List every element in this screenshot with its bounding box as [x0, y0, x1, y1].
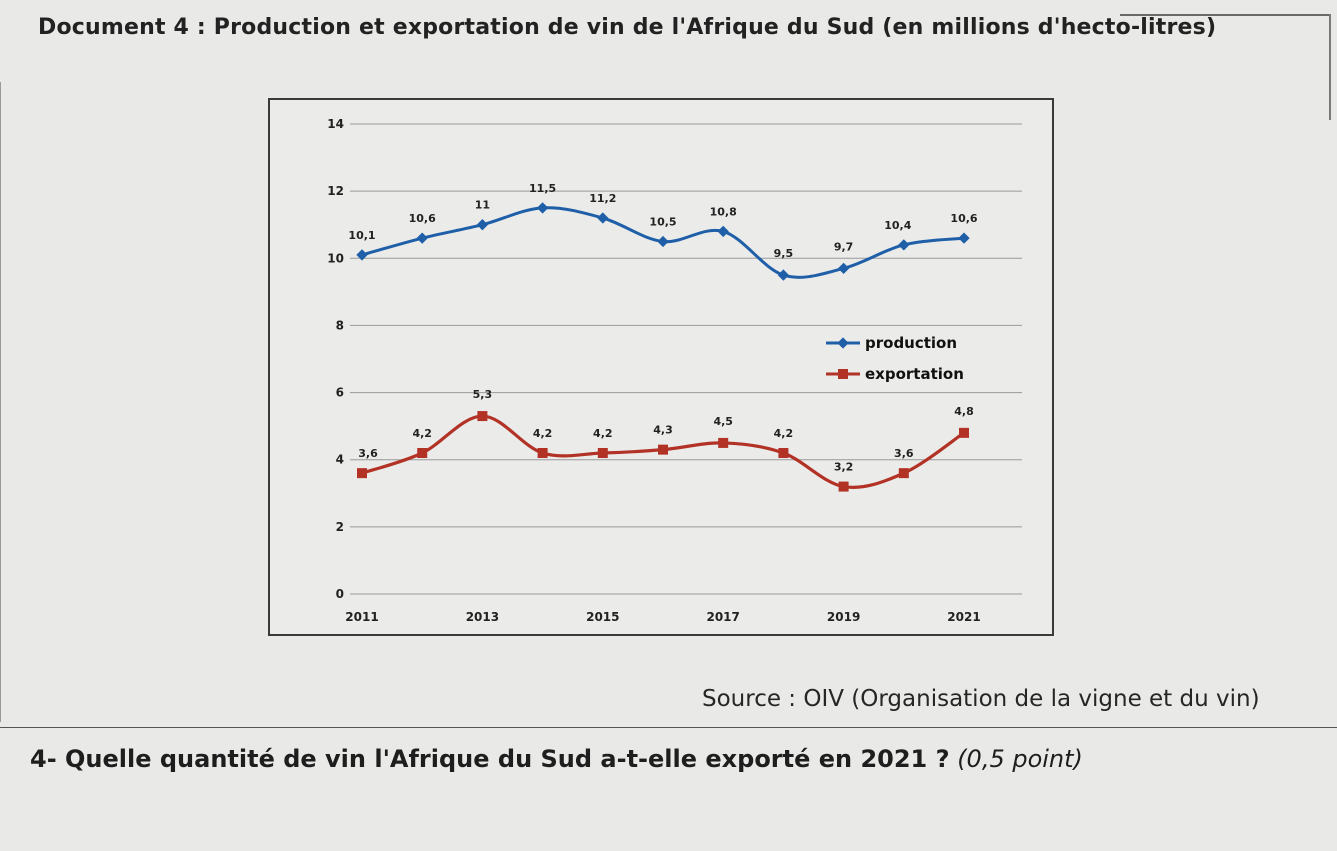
- y-tick-label: 8: [336, 318, 344, 332]
- x-tick-label: 2013: [466, 610, 499, 624]
- series-lines: [356, 202, 970, 492]
- frame-border-left: [0, 82, 1, 722]
- data-point-exportation: [718, 437, 729, 448]
- data-label-production: 9,7: [834, 240, 854, 253]
- data-point-production: [777, 269, 790, 281]
- y-tick-label: 10: [327, 251, 344, 265]
- x-tick-label: 2017: [706, 610, 739, 624]
- data-point-production: [356, 249, 368, 261]
- data-point-production: [837, 262, 850, 275]
- y-tick-label: 4: [336, 453, 344, 467]
- legend-marker-exportation: [838, 369, 848, 379]
- data-point-exportation: [417, 448, 428, 458]
- y-tick-label: 14: [327, 117, 344, 131]
- data-label-exportation: 4,2: [593, 427, 613, 440]
- data-point-exportation: [477, 411, 488, 422]
- data-label-production: 10,1: [348, 229, 375, 242]
- data-point-exportation: [537, 448, 548, 458]
- divider: [0, 727, 1337, 728]
- y-tick-label: 12: [327, 184, 344, 198]
- y-tick-label: 2: [336, 520, 344, 534]
- chart-frame: 0 2 4 6 8 10 12 14 2011 2013 2015 2017 2019 2021 10,1…: [268, 98, 1054, 636]
- data-point-production: [476, 219, 489, 231]
- data-label-exportation: 4,2: [533, 427, 553, 440]
- frame-border-top: [1120, 14, 1330, 16]
- legend-label-exportation: exportation: [865, 365, 964, 383]
- y-tick-label: 6: [336, 386, 344, 400]
- question: 4- Quelle quantité de vin l'Afrique du S…: [30, 744, 1320, 774]
- x-tick-label: 2011: [345, 610, 378, 624]
- question-text: 4- Quelle quantité de vin l'Afrique du S…: [30, 745, 950, 773]
- axis-labels: 0 2 4 6 8 10 12 14 2011 2013 2015 2017 2019 2021: [327, 117, 980, 624]
- frame-border-right: [1329, 14, 1331, 120]
- data-label-exportation: 5,3: [473, 388, 493, 401]
- data-point-production: [536, 202, 549, 214]
- data-label-exportation: 3,6: [894, 447, 914, 460]
- x-tick-label: 2021: [947, 610, 980, 624]
- data-label-exportation: 4,5: [713, 415, 733, 428]
- data-point-exportation: [597, 448, 608, 458]
- data-label-production: 10,5: [649, 216, 676, 229]
- data-label-production: 11,5: [529, 182, 556, 195]
- data-point-production: [597, 212, 609, 224]
- data-point-production: [958, 232, 970, 244]
- data-label-exportation: 3,6: [358, 447, 378, 460]
- x-tick-label: 2015: [586, 610, 619, 624]
- data-point-exportation: [658, 444, 668, 455]
- data-label-production: 9,5: [774, 247, 794, 260]
- data-label-production: 11,2: [589, 192, 616, 205]
- data-point-exportation: [959, 427, 969, 438]
- data-label-exportation: 4,8: [954, 405, 974, 418]
- data-label-exportation: 4,3: [653, 424, 673, 437]
- document-title: Document 4 : Production et exportation d…: [38, 15, 1217, 40]
- data-label-production: 10,4: [884, 219, 911, 232]
- data-label-production: 11: [475, 199, 490, 212]
- legend-marker-production: [837, 337, 849, 349]
- data-point-exportation: [357, 468, 367, 479]
- data-label-production: 10,6: [409, 212, 436, 225]
- data-label-production: 10,6: [950, 212, 977, 225]
- data-label-exportation: 3,2: [834, 461, 854, 474]
- legend: production exportation: [826, 334, 964, 383]
- data-label-exportation: 4,2: [774, 427, 794, 440]
- y-tick-label: 0: [336, 587, 344, 601]
- source-note: Source : OIV (Organisation de la vigne e…: [702, 686, 1260, 712]
- x-tick-label: 2019: [827, 610, 860, 624]
- data-point-exportation: [898, 468, 909, 479]
- data-point-production: [416, 232, 428, 244]
- question-points: (0,5 point): [957, 745, 1083, 773]
- data-point-production: [898, 239, 910, 251]
- data-point-production: [717, 225, 729, 238]
- data-point-production: [657, 235, 669, 248]
- data-labels: 10,1 10,6 11 11,5 11,2 10,5 10,8 9,5 9,7 10,4 10,6…: [348, 182, 977, 474]
- line-chart: 0 2 4 6 8 10 12 14 2011 2013 2015 2017 2019 2021 10,1…: [327, 117, 1022, 624]
- data-label-production: 10,8: [710, 205, 737, 218]
- data-point-exportation: [838, 481, 849, 492]
- data-point-exportation: [778, 448, 789, 458]
- legend-label-production: production: [865, 334, 957, 352]
- data-label-exportation: 4,2: [412, 427, 432, 440]
- grid-lines: [350, 123, 1022, 595]
